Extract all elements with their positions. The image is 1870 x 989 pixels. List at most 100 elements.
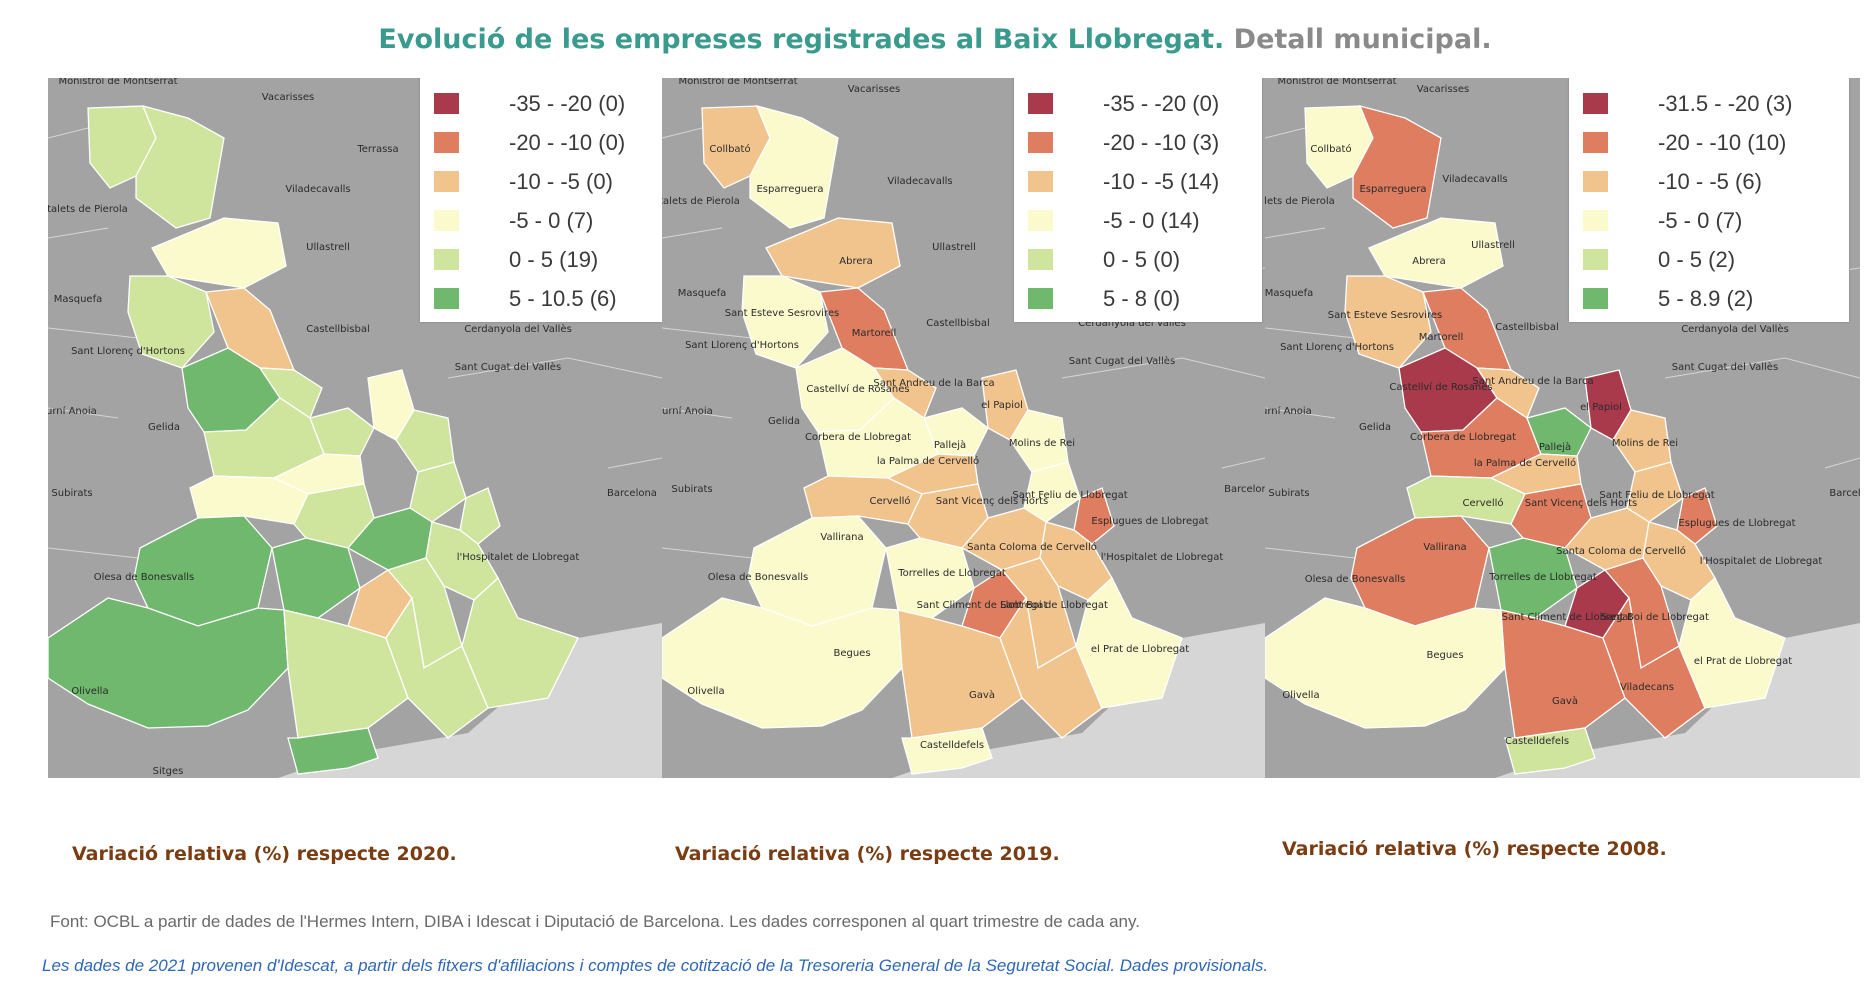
map-label: Sant Llorenç d'Hortons — [1280, 342, 1394, 353]
legend-swatch — [1028, 132, 1053, 153]
map-label: Viladecavalls — [887, 176, 952, 187]
map-label: Hostalets de Pierola — [48, 204, 128, 215]
map-label: Sant Vicenç dels Horts — [1525, 498, 1638, 509]
legend-label: 0 - 5 (0) — [1103, 246, 1181, 272]
region-palleja — [1526, 407, 1592, 457]
legend-swatch — [1028, 210, 1053, 231]
map-label: Gelida — [1359, 422, 1391, 433]
map-label: Cerdanyola del Vallès — [1681, 323, 1789, 335]
map-label: Sant Climent de Llobregat — [917, 600, 1048, 611]
legend-swatch — [434, 288, 459, 309]
region-elprat — [1678, 576, 1786, 709]
map-2020: Monistrol de Montserrat Vacarisses Terra… — [48, 78, 662, 778]
title-detail: Detall municipal. — [1233, 24, 1492, 55]
legend-item: -5 - 0 (14) — [1028, 201, 1252, 240]
map-label: Begues — [1426, 650, 1463, 661]
map-label: Barcelona — [607, 488, 657, 499]
map-label: Esplugues de Llobregat — [1678, 518, 1795, 529]
map-label: Gavà — [969, 689, 995, 701]
map-label: Sitges — [153, 766, 184, 777]
map-label: Vallirana — [1423, 542, 1466, 553]
map-label: Sadurní Anoia — [1265, 405, 1312, 417]
region-esparreguera — [135, 105, 225, 229]
map-label: Corbera de Llobregat — [1410, 432, 1516, 443]
map-label: Santa Coloma de Cervelló — [1556, 545, 1686, 557]
map-caption-2020: Variació relativa (%) respecte 2020. — [72, 843, 457, 865]
map-label: Olivella — [1282, 690, 1319, 701]
map-label: Monistrol de Montserrat — [58, 78, 177, 87]
source-note: Font: OCBL a partir de dades de l'Hermes… — [50, 912, 1140, 931]
legend-item: 0 - 5 (0) — [1028, 240, 1252, 279]
legend-item: 5 - 10.5 (6) — [434, 279, 652, 318]
map-caption-2008: Variació relativa (%) respecte 2008. — [1282, 838, 1667, 860]
region-castelldefels — [901, 727, 993, 775]
region-torrelles — [271, 537, 361, 619]
map-label: Pallejà — [934, 439, 966, 451]
map-label: Sadurní Anoia — [662, 405, 713, 417]
map-label: Vallirana — [820, 532, 863, 543]
map-2019: Monistrol de Montserrat Vacarisses Collb… — [662, 78, 1265, 778]
legend-item: 5 - 8.9 (2) — [1583, 279, 1839, 318]
map-label: Sant Llorenç d'Hortons — [685, 340, 799, 351]
region-esplugues — [459, 487, 501, 545]
map-label: Gavà — [1552, 695, 1578, 707]
map-label: l'Hospitalet de Llobregat — [1700, 556, 1823, 567]
legend-swatch — [1028, 249, 1053, 270]
legend-swatch — [1583, 132, 1608, 153]
map-label: el Papiol — [981, 400, 1023, 411]
map-label: Sant Feliu de Llobregat — [1599, 490, 1714, 501]
region-elprat — [1075, 576, 1183, 709]
map-label: Olivella — [687, 686, 724, 697]
region-santandreu — [872, 367, 937, 419]
legend-label: -35 - -20 (0) — [509, 90, 626, 116]
map-label: Martorell — [852, 328, 897, 339]
legend-swatch — [434, 93, 459, 114]
region-palleja — [309, 407, 375, 457]
map-label: Pallejà — [1539, 441, 1571, 453]
map-label: Ullastrell — [1471, 240, 1515, 251]
map-2020-svg: Monistrol de Montserrat Vacarisses Terra… — [48, 78, 662, 778]
legend-label: 5 - 8.9 (2) — [1658, 285, 1754, 311]
legend-label: -10 - -5 (6) — [1658, 168, 1762, 194]
legend-item: -20 - -10 (0) — [434, 123, 652, 162]
legend-item: -10 - -5 (0) — [434, 162, 652, 201]
region-esparreguera — [749, 105, 839, 229]
map-label: el Prat de Llobregat — [1694, 656, 1792, 667]
map-label: Molins de Rei — [1612, 438, 1678, 449]
map-label: Abrera — [1412, 256, 1445, 267]
legend-swatch — [1583, 288, 1608, 309]
map-label: Vacarisses — [262, 92, 315, 103]
region-sesrovires — [127, 275, 215, 369]
map-label: Hostalets de Pierola — [662, 196, 740, 207]
region-begues — [48, 597, 289, 729]
legend-label: -35 - -20 (0) — [1103, 90, 1220, 116]
map-label: Corbera de Llobregat — [805, 432, 911, 443]
map-label: Sant Feliu de Llobregat — [1012, 490, 1127, 501]
region-santandreu — [258, 367, 323, 419]
map-label: Hostalets de Pierola — [1265, 196, 1335, 207]
map-label: Castellví de Rosanes — [1389, 381, 1492, 393]
map-label: Subirats — [1268, 488, 1309, 499]
map-label: Subirats — [671, 484, 712, 495]
map-label: Ullastrell — [306, 242, 350, 253]
region-santfeliu — [1626, 461, 1684, 523]
legend-label: -10 - -5 (14) — [1103, 168, 1220, 194]
legend-item: -10 - -5 (6) — [1583, 162, 1839, 201]
map-label: Sant Llorenç d'Hortons — [71, 346, 185, 357]
map-label: Begues — [833, 648, 870, 659]
map-label: Cerdanyola del Vallès — [464, 323, 572, 335]
map-label: Sant Boi de Llobregat — [1000, 600, 1108, 611]
map-label: Sant Andreu de la Barca — [1472, 376, 1593, 387]
legend-label: -5 - 0 (7) — [1658, 207, 1743, 233]
legend-item: 0 - 5 (19) — [434, 240, 652, 279]
map-2008: Monistrol de Montserrat Vacarisses Collb… — [1265, 78, 1860, 778]
map-label: Sant Cugat del Vallès — [455, 361, 561, 373]
legend-item: -20 - -10 (3) — [1028, 123, 1252, 162]
region-sesrovires — [1344, 275, 1432, 369]
legend-label: -20 - -10 (3) — [1103, 129, 1220, 155]
region-palleja — [923, 407, 989, 457]
map-label: Martorell — [1419, 332, 1464, 343]
region-castelldefels — [287, 727, 379, 775]
legend-label: 0 - 5 (2) — [1658, 246, 1736, 272]
map-label: Cervelló — [1463, 497, 1504, 509]
